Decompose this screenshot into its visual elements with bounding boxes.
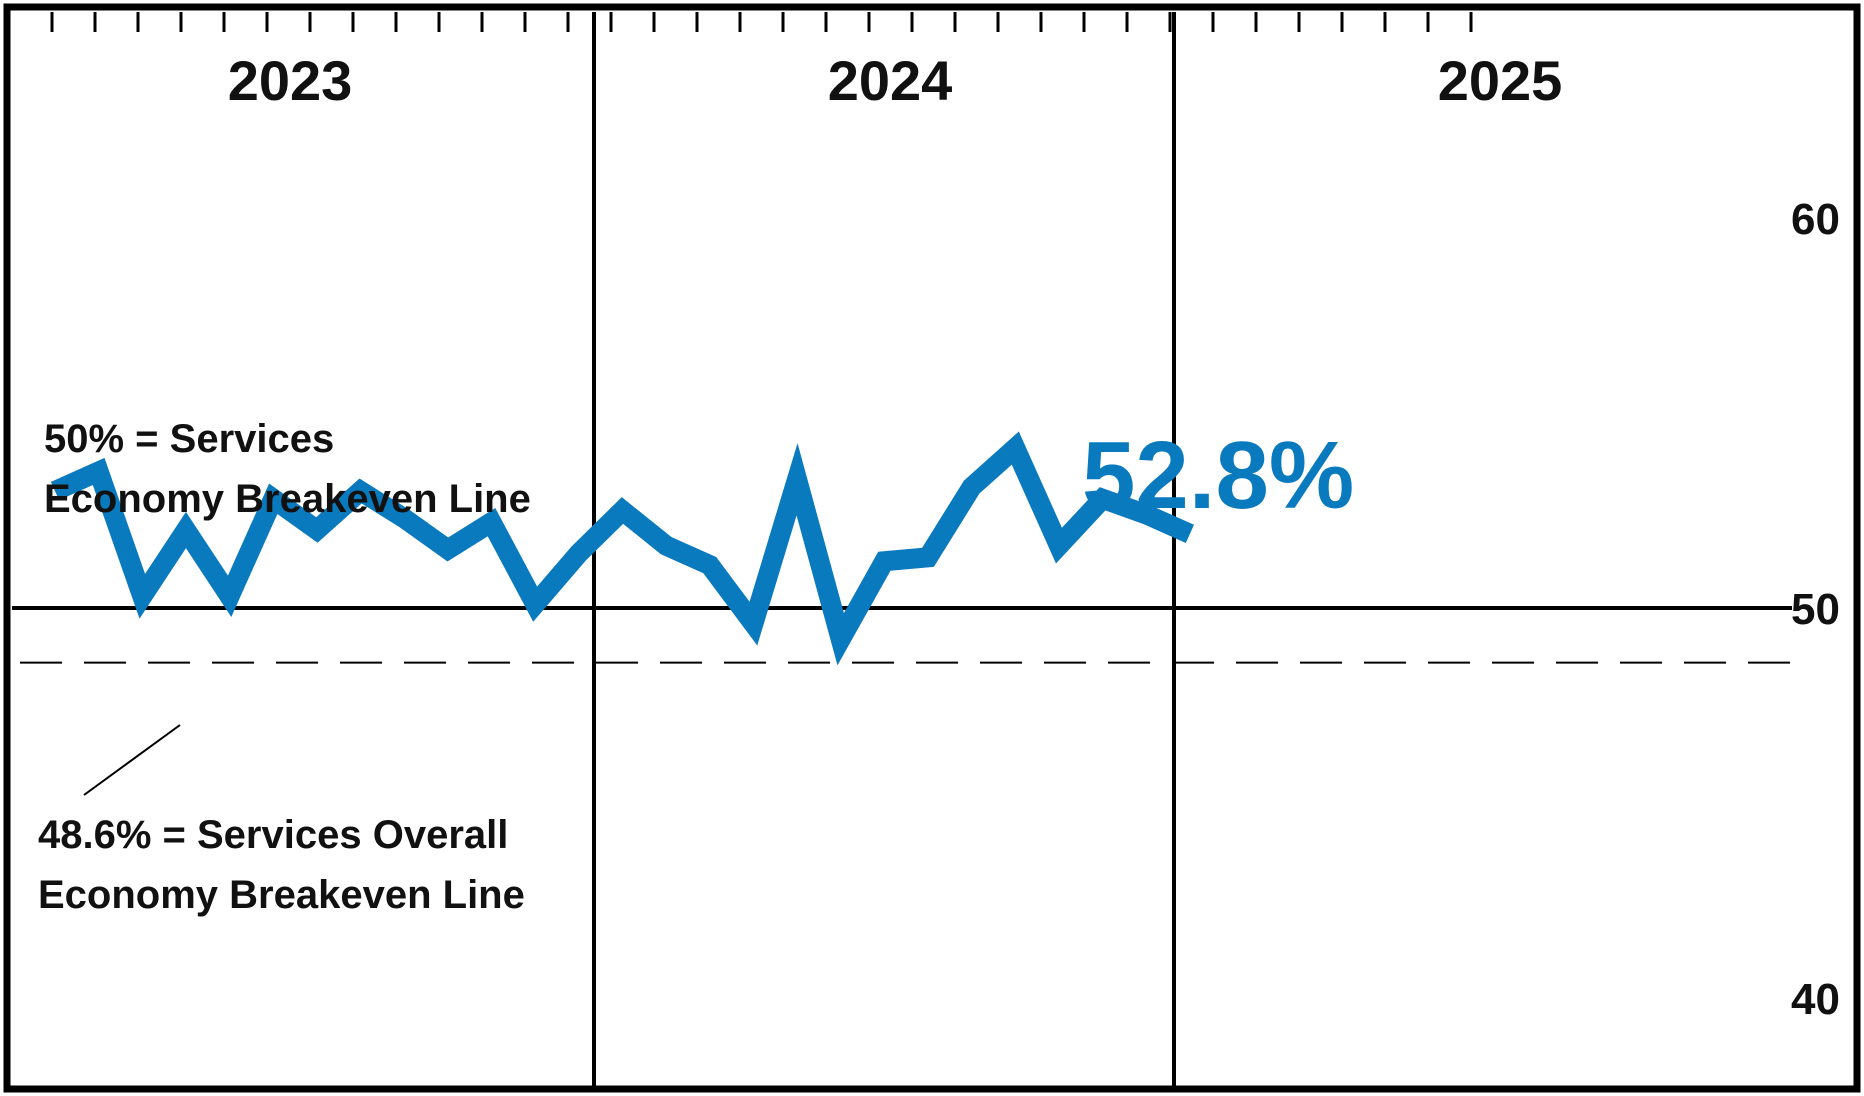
dashed-line-note-line-1: 48.6% = Services Overall xyxy=(38,813,508,857)
dashed-line-leader xyxy=(83,724,181,796)
year-label: 2025 xyxy=(1438,49,1563,112)
year-label: 2023 xyxy=(228,49,353,112)
solid-line-note-line-2: Economy Breakeven Line xyxy=(44,477,531,521)
y-tick-label: 60 xyxy=(1791,195,1840,244)
last-value-callout: 52.8% xyxy=(1082,422,1354,529)
reference-lines xyxy=(12,606,1792,664)
dashed-line-note: 48.6% = Services Overall Economy Breakev… xyxy=(38,813,525,917)
y-tick-label: 50 xyxy=(1791,585,1840,634)
month-tick-marks xyxy=(50,12,1473,32)
year-label: 2024 xyxy=(828,49,953,112)
solid-line-note-line-1: 50% = Services xyxy=(44,417,334,461)
year-labels: 2023 2024 2025 xyxy=(228,49,1563,112)
dashed-line-note-line-2: Economy Breakeven Line xyxy=(38,873,525,917)
y-tick-label: 40 xyxy=(1791,975,1840,1024)
y-axis-ticks: 60 50 40 xyxy=(1791,195,1840,1024)
series-group xyxy=(50,431,1194,666)
solid-line-note: 50% = Services Economy Breakeven Line xyxy=(44,417,531,521)
